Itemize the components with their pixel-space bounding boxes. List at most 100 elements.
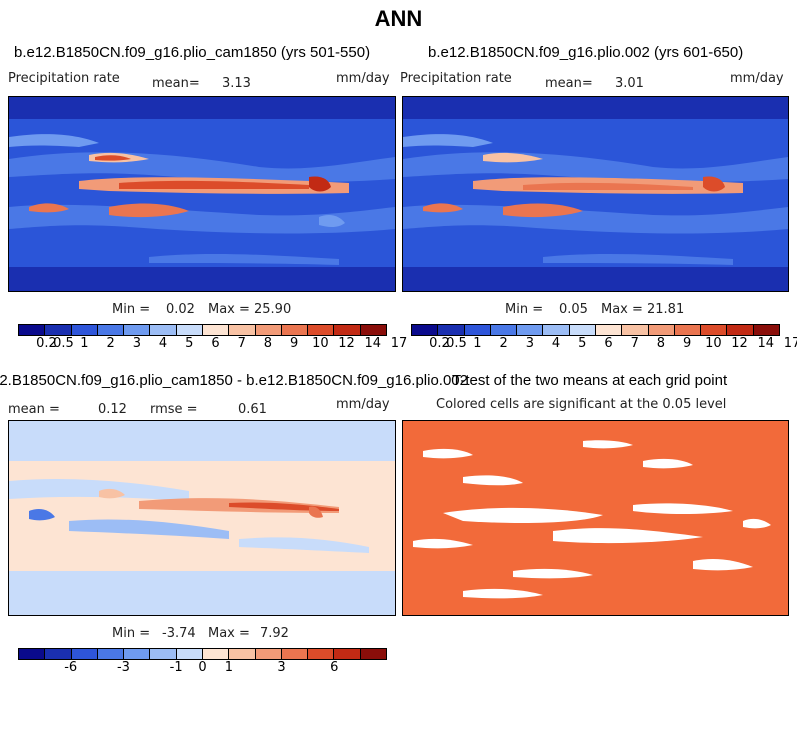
colorbar-swatch (124, 649, 151, 659)
panel1-map (8, 96, 396, 292)
colorbar-tick-label: 12 (338, 336, 355, 351)
colorbar-tick-label: 8 (656, 336, 666, 351)
colorbar-swatch (45, 649, 72, 659)
colorbar-tick-label: -3 (116, 660, 130, 675)
panel2-units: mm/day (730, 71, 784, 86)
panel1-title: b.e12.B1850CN.f09_g16.plio_cam1850 (yrs … (14, 44, 371, 61)
colorbar-swatch (595, 325, 623, 335)
colorbar-swatch (412, 325, 439, 335)
panel3-map (8, 420, 396, 616)
colorbar-tick-label: 1 (224, 660, 233, 675)
panel3-mean-label: mean = (8, 402, 60, 417)
colorbar-swatch (569, 325, 596, 335)
colorbar-tick-label: 2 (106, 336, 115, 351)
colorbar-swatch (622, 325, 649, 335)
panel2-mean-value: 3.01 (615, 76, 644, 91)
colorbar-swatch (255, 649, 282, 659)
colorbar-swatch (202, 325, 230, 335)
panel1-max-value: 25.90 (254, 302, 292, 317)
colorbar-tick-label: 0.2 (429, 336, 450, 351)
colorbar-tick-label: 3 (132, 336, 141, 351)
colorbar-swatch (71, 325, 98, 335)
colorbar-tick-label: 6 (330, 660, 339, 675)
colorbar-tick-label: 12 (731, 336, 748, 351)
colorbar-swatch (19, 325, 46, 335)
panel3-rmse-value: 0.61 (238, 402, 267, 417)
panel3-colorbar (18, 648, 387, 660)
colorbar-swatch (150, 325, 177, 335)
colorbar-swatch (150, 649, 177, 659)
colorbar-swatch (701, 325, 728, 335)
colorbar-tick-label: 5 (578, 336, 587, 351)
panel2-max-label: Max = (601, 302, 643, 317)
colorbar-tick-label: 9 (290, 336, 299, 351)
colorbar-swatch (176, 649, 203, 659)
colorbar-swatch (124, 325, 151, 335)
colorbar-tick-label: 17 (783, 336, 797, 351)
colorbar-swatch (308, 325, 335, 335)
panel3-title-clip: b.e12.B1850CN.f09_g16.plio_cam1850 - b.e… (0, 372, 468, 392)
colorbar-tick-label: 4 (551, 336, 561, 351)
colorbar-swatch (648, 325, 675, 335)
colorbar-swatch (19, 649, 46, 659)
panel2-title: b.e12.B1850CN.f09_g16.plio.002 (yrs 601-… (428, 44, 744, 61)
panel3-mean-value: 0.12 (98, 402, 127, 417)
panel1-mean-value: 3.13 (222, 76, 251, 91)
colorbar-swatch (45, 325, 72, 335)
colorbar-tick-label: 14 (757, 336, 775, 351)
colorbar-tick-label: 0 (198, 660, 207, 675)
colorbar-tick-label: 5 (185, 336, 194, 351)
colorbar-swatch (727, 325, 754, 335)
panel1-min-value: 0.02 (166, 302, 195, 317)
panel2-map (402, 96, 789, 292)
colorbar-swatch (308, 649, 335, 659)
colorbar-tick-label: 0.5 (53, 336, 74, 351)
panel3-title: b.e12.B1850CN.f09_g16.plio_cam1850 - b.e… (0, 372, 468, 389)
colorbar-tick-label: 14 (364, 336, 382, 351)
panel4-title: T-test of the two means at each grid poi… (452, 372, 728, 389)
panel1-mean-label: mean= (152, 76, 200, 91)
panel1-colorbar (18, 324, 387, 336)
colorbar-tick-label: 3 (277, 660, 286, 675)
colorbar-tick-label: 7 (630, 336, 639, 351)
panel3-max-label: Max = (208, 626, 250, 641)
colorbar-tick-label: 0.2 (36, 336, 57, 351)
panel1-colorbar-ticks: 0.2 0.5 1 2 3 4 5 6 7 8 9 10 12 14 17 (18, 336, 407, 352)
colorbar-tick-label: 4 (158, 336, 168, 351)
colorbar-tick-label: 2 (499, 336, 508, 351)
colorbar-tick-label: 10 (312, 336, 329, 351)
panel1-variable: Precipitation rate (8, 71, 120, 86)
panel2-colorbar-ticks: 0.2 0.5 1 2 3 4 5 6 7 8 9 10 12 14 17 (411, 336, 797, 352)
colorbar-swatch (674, 325, 702, 335)
panel3-rmse-label: rmse = (150, 402, 198, 417)
colorbar-tick-label: 1 (473, 336, 482, 351)
panel2-min-label: Min = (505, 302, 544, 317)
colorbar-tick-label: 6 (211, 336, 220, 351)
figure-title: ANN (374, 6, 423, 31)
colorbar-swatch (360, 325, 386, 335)
colorbar-swatch (543, 325, 570, 335)
colorbar-tick-label: 6 (604, 336, 613, 351)
colorbar-tick-label: 1 (80, 336, 89, 351)
colorbar-tick-label: 7 (237, 336, 246, 351)
colorbar-tick-label: -1 (169, 660, 183, 675)
colorbar-swatch (517, 325, 544, 335)
colorbar-swatch (229, 649, 256, 659)
colorbar-swatch (71, 649, 98, 659)
colorbar-swatch (281, 649, 309, 659)
colorbar-tick-label: -6 (64, 660, 78, 675)
panel2-colorbar (411, 324, 780, 336)
colorbar-tick-label: 0.5 (446, 336, 467, 351)
colorbar-swatch (334, 325, 361, 335)
colorbar-swatch (464, 325, 491, 335)
panel3-max-value: 7.92 (260, 626, 289, 641)
panel2-max-value: 21.81 (647, 302, 685, 317)
colorbar-swatch (360, 649, 386, 659)
panel3-min-value: -3.74 (162, 626, 196, 641)
panel4-map (402, 420, 789, 616)
colorbar-tick-label: 17 (390, 336, 408, 351)
panel3-units: mm/day (336, 397, 390, 412)
panel3-min-label: Min = (112, 626, 151, 641)
panel4-subtitle: Colored cells are significant at the 0.0… (436, 397, 727, 412)
colorbar-swatch (202, 649, 230, 659)
